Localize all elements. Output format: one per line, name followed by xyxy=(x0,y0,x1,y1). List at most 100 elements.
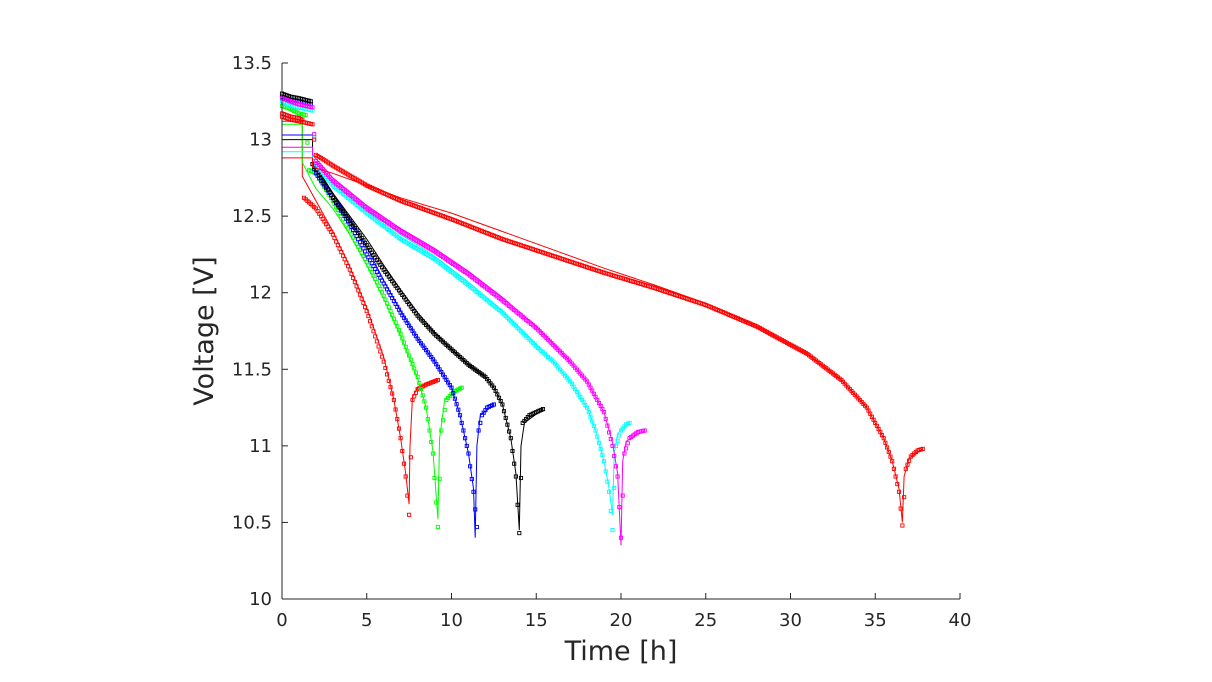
data-point xyxy=(396,426,402,431)
data-point xyxy=(405,493,410,498)
data-point xyxy=(427,428,432,433)
data-point xyxy=(890,459,895,464)
data-point xyxy=(435,377,440,383)
data-point xyxy=(393,320,398,325)
data-point xyxy=(303,113,308,118)
data-point xyxy=(364,309,369,314)
data-point xyxy=(476,428,481,433)
data-point xyxy=(408,455,413,460)
data-point xyxy=(363,304,368,310)
data-point xyxy=(378,349,383,354)
data-point xyxy=(374,339,379,344)
y-tick-label: 12.5 xyxy=(232,206,272,227)
x-tick-label: 20 xyxy=(610,610,633,631)
data-point xyxy=(900,523,905,528)
data-point xyxy=(607,489,612,494)
data-point xyxy=(388,385,393,390)
data-point xyxy=(388,309,393,314)
data-point xyxy=(508,436,513,441)
data-point xyxy=(354,284,359,289)
data-point xyxy=(366,314,371,319)
data-point xyxy=(398,436,403,441)
data-point xyxy=(461,428,466,433)
data-point xyxy=(466,451,471,456)
data-point xyxy=(891,466,896,471)
data-point xyxy=(608,508,613,513)
data-point xyxy=(410,362,415,367)
x-tick-label: 5 xyxy=(361,610,372,631)
data-point xyxy=(478,420,483,425)
data-point xyxy=(507,429,512,434)
data-point xyxy=(615,474,620,479)
data-point xyxy=(459,420,464,425)
data-point xyxy=(540,407,546,412)
data-point xyxy=(391,397,396,402)
data-point xyxy=(512,461,517,466)
data-point xyxy=(408,357,413,362)
data-point xyxy=(505,422,510,427)
data-point xyxy=(893,474,898,479)
data-point xyxy=(422,399,427,404)
data-point xyxy=(432,475,437,481)
data-point xyxy=(474,524,479,530)
data-point xyxy=(585,405,590,410)
x-tick-label: 25 xyxy=(694,610,717,631)
data-point xyxy=(500,402,505,407)
data-point xyxy=(420,393,425,398)
y-tick-label: 11.5 xyxy=(232,359,272,380)
model-line xyxy=(282,134,495,538)
data-point xyxy=(359,296,364,301)
data-point xyxy=(454,402,459,407)
data-point xyxy=(624,446,629,451)
model-line xyxy=(282,151,630,515)
series-layer xyxy=(279,91,925,546)
data-point xyxy=(310,122,315,127)
data-point xyxy=(312,137,317,142)
data-point xyxy=(398,332,403,337)
data-point xyxy=(615,438,620,443)
data-point xyxy=(395,417,400,422)
data-point xyxy=(905,462,910,467)
data-point xyxy=(305,140,310,145)
data-point xyxy=(601,459,607,464)
data-point xyxy=(376,344,381,349)
data-point xyxy=(603,469,608,474)
y-tick-label: 13 xyxy=(249,130,272,151)
data-point xyxy=(898,506,903,511)
data-point xyxy=(352,280,357,285)
data-point xyxy=(407,512,412,517)
data-point xyxy=(886,449,891,455)
data-point xyxy=(501,409,507,414)
data-point xyxy=(510,448,515,454)
data-point xyxy=(612,454,617,459)
data-point xyxy=(598,446,603,451)
data-point xyxy=(617,505,622,510)
data-point xyxy=(605,479,610,484)
y-tick-label: 12 xyxy=(249,283,272,304)
data-point xyxy=(612,485,617,491)
data-point xyxy=(622,451,627,456)
data-point xyxy=(456,407,461,412)
data-point xyxy=(425,417,430,422)
data-point xyxy=(603,416,608,421)
data-point xyxy=(517,531,522,536)
data-point xyxy=(390,391,395,396)
data-point xyxy=(393,407,398,412)
data-point xyxy=(618,535,624,540)
data-point xyxy=(457,413,463,418)
data-point xyxy=(642,428,647,433)
data-point xyxy=(449,385,454,390)
data-point xyxy=(605,423,610,428)
data-point xyxy=(418,387,424,392)
data-point xyxy=(442,408,447,413)
x-tick-label: 40 xyxy=(949,610,972,631)
data-point xyxy=(471,489,476,494)
data-point xyxy=(595,434,600,439)
data-point xyxy=(396,328,402,333)
data-point xyxy=(310,105,315,110)
series-3 xyxy=(279,91,546,536)
data-point xyxy=(383,365,388,371)
data-point xyxy=(412,366,417,371)
data-point xyxy=(369,324,374,329)
